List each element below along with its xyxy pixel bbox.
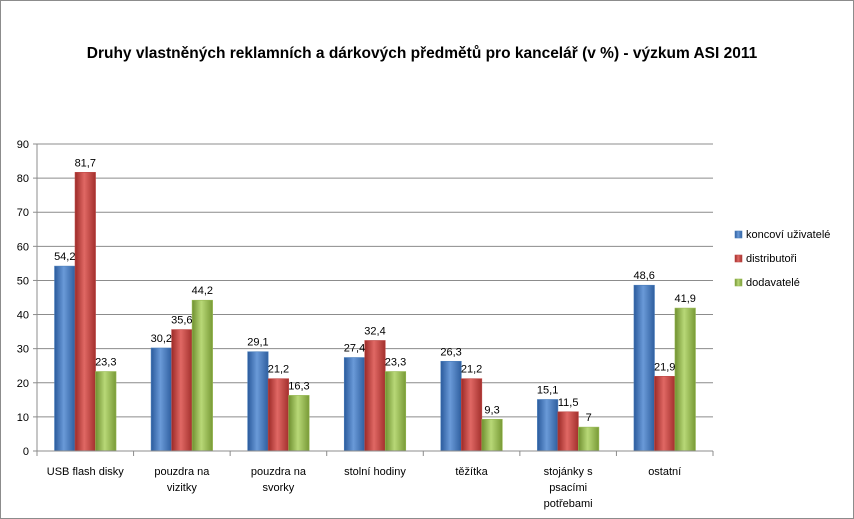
bar xyxy=(461,378,483,452)
data-label: 48,6 xyxy=(634,270,655,282)
legend-label: koncoví uživatelé xyxy=(746,229,830,241)
bar xyxy=(288,395,310,452)
chart-title: Druhy vlastněných reklamních a dárkových… xyxy=(87,45,758,62)
data-label: 21,2 xyxy=(461,364,482,376)
data-label: 16,3 xyxy=(288,380,309,392)
data-label: 32,4 xyxy=(364,325,385,337)
legend-label: dodavatelé xyxy=(746,277,800,289)
bar xyxy=(557,411,579,452)
y-tick-label: 40 xyxy=(17,310,29,322)
y-tick-label: 90 xyxy=(17,139,29,151)
x-tick-label: potřebami xyxy=(544,498,593,510)
x-tick-label: psacími xyxy=(549,482,587,494)
y-tick-label: 80 xyxy=(17,173,29,185)
x-tick-label: stolní hodiny xyxy=(344,466,406,478)
x-tick-label: vizitky xyxy=(167,482,197,494)
x-tick-label: těžítka xyxy=(455,466,488,478)
bar xyxy=(578,426,600,452)
legend: koncoví uživatelé distributoři dodavatelé xyxy=(734,229,830,289)
y-tick-label: 10 xyxy=(17,412,29,424)
y-tick-label: 70 xyxy=(17,207,29,219)
data-labels: 54,2 81,7 23,3 30,2 35,6 44,2 29,1 21,2 16,3 27,4… xyxy=(54,157,696,424)
bar xyxy=(364,340,386,452)
x-axis: USB flash disky pouzdra na vizitky pouzdra … xyxy=(36,450,714,510)
bar xyxy=(74,172,96,452)
legend-swatch xyxy=(734,230,743,239)
data-label: 7 xyxy=(586,412,592,424)
x-tick-label: ostatní xyxy=(648,466,681,478)
bar xyxy=(54,265,76,452)
x-tick-label: stojánky s xyxy=(544,466,593,478)
y-tick-label: 60 xyxy=(17,241,29,253)
data-label: 26,3 xyxy=(440,346,461,358)
data-label: 44,2 xyxy=(192,285,213,297)
data-label: 54,2 xyxy=(54,251,75,263)
legend-label: distributoři xyxy=(746,253,797,265)
data-label: 9,3 xyxy=(484,404,499,416)
data-label: 23,3 xyxy=(385,357,406,369)
bar xyxy=(150,347,172,452)
bar xyxy=(247,351,269,452)
x-tick-label: svorky xyxy=(263,482,295,494)
data-label: 21,9 xyxy=(654,361,675,373)
bar xyxy=(481,418,503,452)
data-label: 35,6 xyxy=(171,315,192,327)
data-label: 11,5 xyxy=(558,397,579,409)
bar xyxy=(343,357,366,452)
bar xyxy=(267,378,289,452)
bar xyxy=(191,299,213,452)
gridlines xyxy=(37,143,713,418)
bar xyxy=(171,329,193,452)
bar xyxy=(95,371,117,452)
x-tick-label: USB flash disky xyxy=(47,466,125,478)
legend-swatch xyxy=(734,278,743,287)
data-label: 23,3 xyxy=(95,357,116,369)
data-label: 41,9 xyxy=(675,293,696,305)
bar xyxy=(674,307,696,452)
bar xyxy=(384,371,407,452)
bar xyxy=(537,399,559,452)
bars xyxy=(54,172,696,452)
data-label: 21,2 xyxy=(268,364,289,376)
bar xyxy=(654,375,676,452)
data-label: 30,2 xyxy=(151,333,172,345)
y-axis: 0 10 20 30 40 50 60 70 80 90 xyxy=(17,139,38,458)
x-tick-label: pouzdra na xyxy=(154,466,210,478)
x-tick-label: pouzdra na xyxy=(251,466,307,478)
bar xyxy=(633,284,655,452)
y-tick-label: 30 xyxy=(17,344,29,356)
y-tick-label: 20 xyxy=(17,378,29,390)
legend-swatch xyxy=(734,254,743,263)
y-tick-label: 50 xyxy=(17,275,29,287)
data-label: 29,1 xyxy=(247,337,268,349)
bar xyxy=(440,360,462,452)
data-label: 15,1 xyxy=(537,384,558,396)
data-label: 27,4 xyxy=(344,343,365,355)
y-tick-label: 0 xyxy=(23,446,29,458)
data-label: 81,7 xyxy=(75,157,96,169)
